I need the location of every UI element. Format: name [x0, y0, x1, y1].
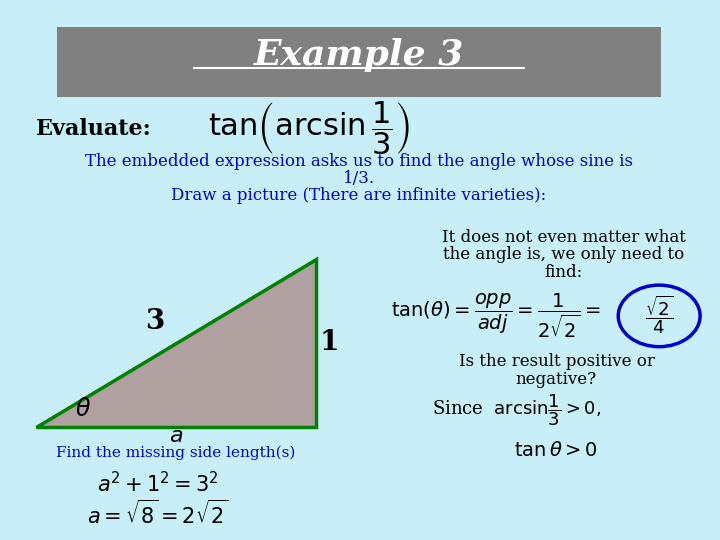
Text: $\tan\theta > 0$: $\tan\theta > 0$ [515, 441, 598, 461]
Text: 1: 1 [319, 329, 338, 356]
Polygon shape [36, 259, 316, 427]
Text: Find the missing side length(s): Find the missing side length(s) [56, 446, 296, 460]
Text: $a^2 + 1^2 = 3^2$: $a^2 + 1^2 = 3^2$ [97, 471, 219, 496]
Text: $\dfrac{\sqrt{2}}{4}$: $\dfrac{\sqrt{2}}{4}$ [645, 293, 673, 336]
Text: $a = \sqrt{8} = 2\sqrt{2}$: $a = \sqrt{8} = 2\sqrt{2}$ [87, 500, 228, 528]
Text: $\theta$: $\theta$ [75, 398, 91, 421]
Text: $\tan\!\left(\arcsin\dfrac{1}{3}\right)$: $\tan\!\left(\arcsin\dfrac{1}{3}\right)$ [208, 100, 410, 157]
Text: negative?: negative? [516, 370, 597, 388]
Text: $\tan\!\left(\theta\right) = \dfrac{\mathit{opp}}{\mathit{adj}} = \dfrac{1}{2\sq: $\tan\!\left(\theta\right) = \dfrac{\mat… [392, 292, 601, 340]
FancyBboxPatch shape [58, 27, 660, 97]
Text: Since  $\arcsin\!\dfrac{1}{3} > 0,$: Since $\arcsin\!\dfrac{1}{3} > 0,$ [433, 393, 602, 428]
Text: Is the result positive or: Is the result positive or [459, 353, 654, 370]
Text: the angle is, we only need to: the angle is, we only need to [443, 246, 684, 264]
Circle shape [618, 285, 700, 347]
Text: Evaluate:: Evaluate: [36, 118, 152, 139]
Text: 1/3.: 1/3. [343, 170, 375, 187]
Text: find:: find: [544, 264, 582, 281]
Text: The embedded expression asks us to find the angle whose sine is: The embedded expression asks us to find … [85, 153, 633, 171]
Text: 3: 3 [145, 308, 164, 335]
Text: Draw a picture (There are infinite varieties):: Draw a picture (There are infinite varie… [171, 187, 546, 204]
Text: It does not even matter what: It does not even matter what [441, 229, 685, 246]
Text: Example 3: Example 3 [254, 38, 464, 72]
Text: $a$: $a$ [168, 426, 183, 447]
